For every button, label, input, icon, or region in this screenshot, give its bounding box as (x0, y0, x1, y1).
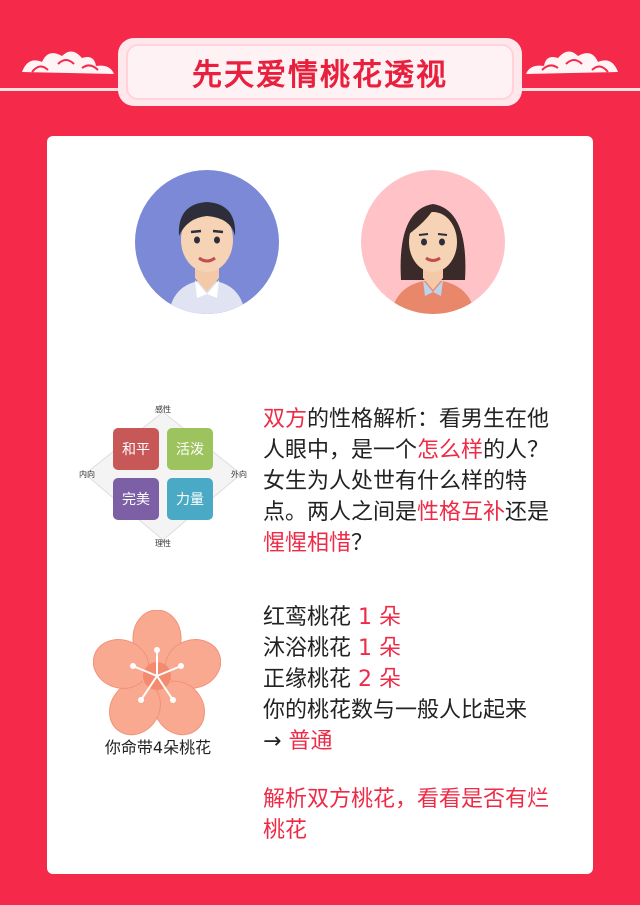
personality-description: 双方的性格解析：看男生在他人眼中，是一个怎么样的人？女生为人处世有什么样的特点。… (263, 404, 563, 559)
quadrant-box-peace (113, 428, 159, 470)
flower-type-label: 红鸾桃花 (263, 605, 352, 630)
cloud-ornament-left-icon (22, 51, 114, 74)
flower-line-zhengyuan: 正缘桃花 2 朵 (263, 664, 563, 695)
flower-type-count: 1 朵 (358, 605, 402, 630)
quadrant-label-perfect: 完美 (122, 492, 150, 508)
analyze-peach-blossom-link[interactable]: 解析双方桃花，看看是否有烂桃花 (263, 787, 550, 843)
text-highlight-complement: 性格互补 (417, 500, 506, 525)
quadrant-label-power: 力量 (176, 492, 204, 508)
quadrant-box-power (167, 478, 213, 520)
quadrant-box-lively (167, 428, 213, 470)
text-highlight-kindred: 惺惺相惜 (263, 531, 352, 556)
compare-line: → 普通 (263, 726, 563, 757)
male-person-icon (169, 202, 245, 314)
compare-text: 你的桃花数与一般人比起来 (263, 698, 528, 723)
flower-type-count: 1 朵 (358, 636, 402, 661)
page-title: 先天爱情桃花透视 (192, 58, 448, 93)
text-highlight-what-kind: 怎么样 (417, 438, 484, 463)
male-avatar (135, 170, 279, 314)
axis-label-right: 外向 (231, 469, 247, 479)
axis-label-top: 感性 (155, 404, 171, 414)
flower-type-label: 沐浴桃花 (263, 636, 352, 661)
flower-type-count: 2 朵 (358, 667, 402, 692)
arrow-right-icon: → (263, 729, 282, 754)
female-person-icon (391, 204, 475, 314)
quadrant-box-perfect (113, 478, 159, 520)
peach-blossom-icon (93, 610, 221, 736)
content-card: 感性 理性 内向 外向 和平 活泼 完美 力量 双方的性格解析：看男生在他人眼中… (47, 136, 593, 874)
text-highlight-both: 双方 (263, 407, 308, 432)
flower-line-hongluan: 红鸾桃花 1 朵 (263, 602, 563, 633)
cloud-ornament-right-icon (526, 51, 618, 74)
personality-quadrant-diagram: 感性 理性 内向 外向 和平 活泼 完美 力量 (79, 404, 247, 548)
title-inner: 先天爱情桃花透视 (126, 44, 514, 100)
quadrant-label-lively: 活泼 (176, 442, 204, 458)
text-segment: 还是 (505, 500, 550, 525)
text-segment: 的性格解析：看男生在他人眼中，是一个 (263, 407, 550, 463)
title-banner: 先天爱情桃花透视 (118, 38, 522, 106)
flower-summary: 红鸾桃花 1 朵 沐浴桃花 1 朵 正缘桃花 2 朵 你的桃花数与一般人比起来 … (263, 602, 563, 757)
axis-label-bottom: 理性 (155, 538, 171, 548)
compare-result: 普通 (288, 729, 333, 754)
text-segment: 的人？女生为人处世有什么样的特点。两人之间是 (263, 438, 550, 525)
quadrant-label-peace: 和平 (122, 442, 150, 458)
axis-label-left: 内向 (79, 469, 95, 479)
flower-line-muyu: 沐浴桃花 1 朵 (263, 633, 563, 664)
flower-type-label: 正缘桃花 (263, 667, 352, 692)
flower-count-caption: 你命带4朵桃花 (104, 738, 212, 757)
text-segment: ？ (351, 531, 374, 556)
female-avatar (361, 170, 505, 314)
